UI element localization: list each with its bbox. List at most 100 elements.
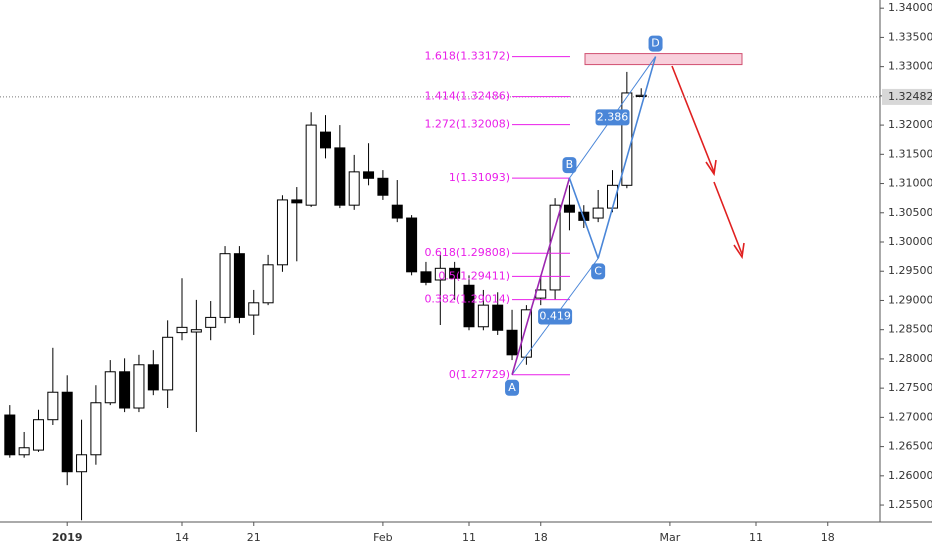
candle-body <box>190 329 202 333</box>
candle-body <box>233 253 245 318</box>
candle-body <box>334 147 346 206</box>
x-tick-label: 2019 <box>52 531 83 544</box>
last-price-box <box>882 88 932 105</box>
candle-body <box>391 204 403 219</box>
y-tick-label: 1.30500 <box>888 206 932 219</box>
ratio-box <box>595 109 630 126</box>
x-tick-label: 11 <box>462 531 476 544</box>
candle-body <box>291 199 303 204</box>
candle-body <box>47 391 59 421</box>
projection-arrows <box>671 65 745 260</box>
candle-body <box>449 267 461 279</box>
candle-body <box>549 204 561 291</box>
candle-body <box>162 336 174 391</box>
candle-body <box>348 171 360 206</box>
fib-label: 1.272(1.32008) <box>424 118 510 131</box>
fib-label: 0.5(1.29411) <box>438 269 510 282</box>
y-tick-label: 1.27500 <box>888 381 932 394</box>
y-tick-label: 1.25500 <box>888 498 932 511</box>
y-tick-label: 1.31500 <box>888 147 932 160</box>
candle-body <box>377 177 389 196</box>
candle-body <box>434 267 446 281</box>
ratio-label: 0.419 <box>539 310 571 323</box>
candle-body <box>520 309 532 358</box>
candle-body <box>176 326 188 334</box>
candle-body <box>76 454 88 473</box>
y-tick-label: 1.33000 <box>888 60 932 73</box>
fib-label: 1.618(1.33172) <box>424 50 510 63</box>
point-label: B <box>566 158 574 171</box>
x-tick-label: 14 <box>175 531 189 544</box>
candle-body <box>147 364 159 391</box>
candle-body <box>276 199 288 266</box>
fib-label: 0(1.27729) <box>449 368 510 381</box>
y-tick-label: 1.31000 <box>888 177 932 190</box>
arrow-head <box>733 242 745 260</box>
candle-body <box>363 171 375 179</box>
candle-body <box>61 391 73 473</box>
point-label: C <box>594 264 602 277</box>
y-tick-label: 1.26000 <box>888 469 932 482</box>
candle-body <box>205 316 217 328</box>
candle-body <box>492 304 504 331</box>
point-label: A <box>508 381 516 394</box>
candle-body <box>133 364 145 409</box>
candle-body <box>119 371 131 409</box>
x-tick-label: 18 <box>821 531 835 544</box>
candle-body <box>406 217 418 273</box>
candle-body <box>4 414 16 456</box>
target-zone <box>584 53 743 66</box>
ratio-label: 2.386 <box>597 110 629 123</box>
ratio-box <box>538 308 573 325</box>
y-tick-label: 1.28000 <box>888 352 932 365</box>
x-tick-label: 21 <box>247 531 261 544</box>
candle-body <box>33 419 44 451</box>
candle-body <box>477 304 489 328</box>
candle-body <box>90 402 102 456</box>
candle-body <box>248 302 260 316</box>
y-tick-label: 1.33500 <box>888 30 932 43</box>
last-price-label: 1.32482 <box>888 90 932 103</box>
y-tick-label: 1.29500 <box>888 264 932 277</box>
arrow-line <box>713 181 743 255</box>
candle-body <box>420 271 432 283</box>
fib-label: 0.382(1.29014) <box>424 293 510 306</box>
y-tick-label: 1.32000 <box>888 118 932 131</box>
candle-body <box>262 264 274 304</box>
y-tick-label: 1.30000 <box>888 235 932 248</box>
fib-label: 1.414(1.32486) <box>424 90 510 103</box>
candle-body <box>563 204 575 213</box>
candle-body <box>592 207 604 219</box>
arrow-line <box>671 65 715 173</box>
candle-body <box>18 447 30 456</box>
point-box <box>591 263 606 280</box>
candle-body <box>219 253 231 318</box>
fib-label: 0.618(1.29808) <box>424 246 510 259</box>
pattern-line <box>597 56 657 259</box>
candle-body <box>320 131 331 149</box>
arrow-head <box>705 159 717 177</box>
candle-body <box>305 124 317 206</box>
y-tick-label: 1.26500 <box>888 440 932 453</box>
candle-body <box>463 284 475 328</box>
y-tick-label: 1.27000 <box>888 410 932 423</box>
y-tick-label: 1.28500 <box>888 323 932 336</box>
fib-label: 1(1.31093) <box>449 171 510 184</box>
candle-body <box>104 371 116 404</box>
candle-body <box>506 329 518 356</box>
x-tick-label: 11 <box>749 531 763 544</box>
pattern-line <box>511 177 571 375</box>
x-tick-label: 18 <box>534 531 548 544</box>
y-tick-label: 1.34000 <box>888 1 932 14</box>
x-tick-label: Mar <box>660 531 681 544</box>
point-box <box>505 379 520 396</box>
point-box <box>648 35 663 52</box>
y-tick-label: 1.29000 <box>888 293 932 306</box>
point-box <box>562 157 577 174</box>
pattern-line <box>568 177 599 259</box>
x-tick-label: Feb <box>373 531 392 544</box>
candle-body <box>635 94 647 97</box>
